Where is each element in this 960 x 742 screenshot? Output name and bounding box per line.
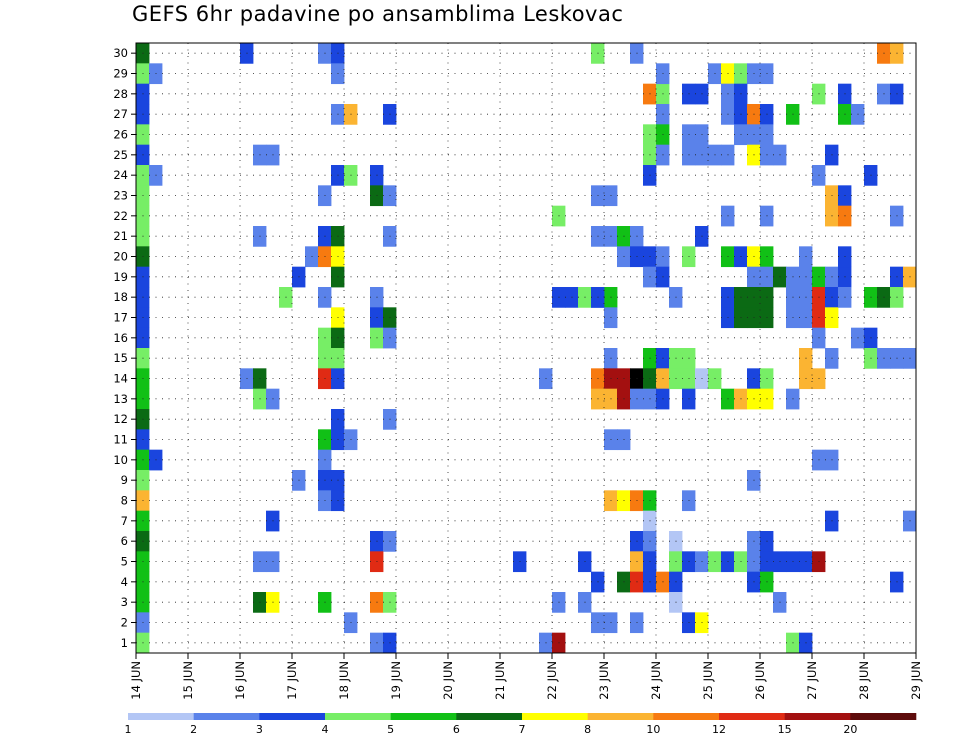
y-tick-label: 14 bbox=[113, 372, 128, 386]
x-tick-label: 20 JUN bbox=[441, 661, 455, 700]
y-tick-label: 26 bbox=[113, 128, 128, 142]
x-tick-label: 17 JUN bbox=[285, 661, 299, 700]
chart-title: GEFS 6hr padavine po ansamblima Leskovac bbox=[132, 2, 624, 26]
grid-layer bbox=[136, 43, 916, 653]
colorbar-label: 6 bbox=[453, 723, 460, 736]
x-tick-label: 23 JUN bbox=[597, 661, 611, 700]
y-tick-label: 12 bbox=[113, 412, 128, 426]
colorbar-label: 8 bbox=[584, 723, 591, 736]
y-tick-label: 13 bbox=[113, 392, 128, 406]
y-tick-label: 28 bbox=[113, 87, 128, 101]
colorbar-swatch bbox=[784, 713, 851, 720]
colorbar-swatch bbox=[325, 713, 391, 720]
y-tick-label: 21 bbox=[113, 229, 128, 243]
colorbar-swatch bbox=[193, 713, 260, 720]
colorbar-swatch bbox=[390, 713, 457, 720]
x-tick-label: 27 JUN bbox=[805, 661, 819, 700]
plot-frame bbox=[135, 42, 917, 654]
y-tick-label: 6 bbox=[121, 534, 128, 548]
colorbar-label: 2 bbox=[190, 723, 197, 736]
y-tick-label: 3 bbox=[121, 595, 128, 609]
colorbar-swatch bbox=[128, 713, 194, 720]
x-tick-label: 16 JUN bbox=[233, 661, 247, 700]
y-tick-label: 29 bbox=[113, 67, 128, 81]
x-tick-label: 29 JUN bbox=[909, 661, 923, 700]
colorbar-label: 7 bbox=[519, 723, 526, 736]
colorbar-label: 1 bbox=[125, 723, 132, 736]
y-tick-label: 10 bbox=[113, 453, 128, 467]
y-tick-label: 8 bbox=[121, 494, 128, 508]
y-tick-label: 15 bbox=[113, 351, 128, 365]
y-tick-label: 5 bbox=[121, 555, 128, 569]
y-tick-label: 20 bbox=[113, 250, 128, 264]
colorbar-swatch bbox=[719, 713, 785, 720]
colorbar-swatch bbox=[259, 713, 326, 720]
colorbar-label: 12 bbox=[712, 723, 726, 736]
x-tick-label: 22 JUN bbox=[545, 661, 559, 700]
colorbar-swatch bbox=[587, 713, 654, 720]
x-axis: 14 JUN 15 JUN 16 JUN 17 JUN 18 JUN 19 JUN 20 J… bbox=[129, 653, 923, 700]
y-tick-label: 19 bbox=[113, 270, 128, 284]
x-tick-label: 19 JUN bbox=[389, 661, 403, 700]
x-tick-label: 18 JUN bbox=[337, 661, 351, 700]
y-tick-label: 9 bbox=[121, 473, 128, 487]
colorbar-label: 5 bbox=[387, 723, 394, 736]
y-tick-label: 18 bbox=[113, 290, 128, 304]
colorbar-label: 20 bbox=[843, 723, 857, 736]
y-tick-label: 25 bbox=[113, 148, 128, 162]
y-tick-label: 24 bbox=[113, 168, 128, 182]
x-tick-label: 21 JUN bbox=[493, 661, 507, 700]
colorbar-label: 4 bbox=[322, 723, 329, 736]
x-tick-label: 14 JUN bbox=[129, 661, 143, 700]
colorbar-label: 10 bbox=[646, 723, 660, 736]
y-tick-label: 11 bbox=[113, 433, 128, 447]
x-tick-label: 15 JUN bbox=[181, 661, 195, 700]
colorbar-label: 3 bbox=[256, 723, 263, 736]
y-tick-label: 27 bbox=[113, 107, 128, 121]
x-tick-label: 25 JUN bbox=[701, 661, 715, 700]
x-tick-label: 26 JUN bbox=[753, 661, 767, 700]
y-axis: 1234567891011121314151617181920212223242… bbox=[113, 46, 136, 650]
y-tick-label: 30 bbox=[113, 46, 128, 60]
colorbar-label: 15 bbox=[778, 723, 792, 736]
y-tick-label: 23 bbox=[113, 189, 128, 203]
x-tick-label: 24 JUN bbox=[649, 661, 663, 700]
y-tick-label: 4 bbox=[121, 575, 128, 589]
y-tick-label: 16 bbox=[113, 331, 128, 345]
colorbar: 1 2 3 4 5 6 7 8 10 12 15 20 bbox=[125, 713, 917, 736]
colorbar-swatch bbox=[522, 713, 588, 720]
colorbar-swatch bbox=[653, 713, 720, 720]
y-tick-label: 2 bbox=[121, 616, 128, 630]
colorbar-swatch bbox=[850, 713, 917, 720]
y-tick-label: 17 bbox=[113, 311, 128, 325]
y-tick-label: 22 bbox=[113, 209, 128, 223]
x-tick-label: 28 JUN bbox=[857, 661, 871, 700]
colorbar-swatch bbox=[456, 713, 523, 720]
y-tick-label: 1 bbox=[121, 636, 128, 650]
y-tick-label: 7 bbox=[121, 514, 128, 528]
